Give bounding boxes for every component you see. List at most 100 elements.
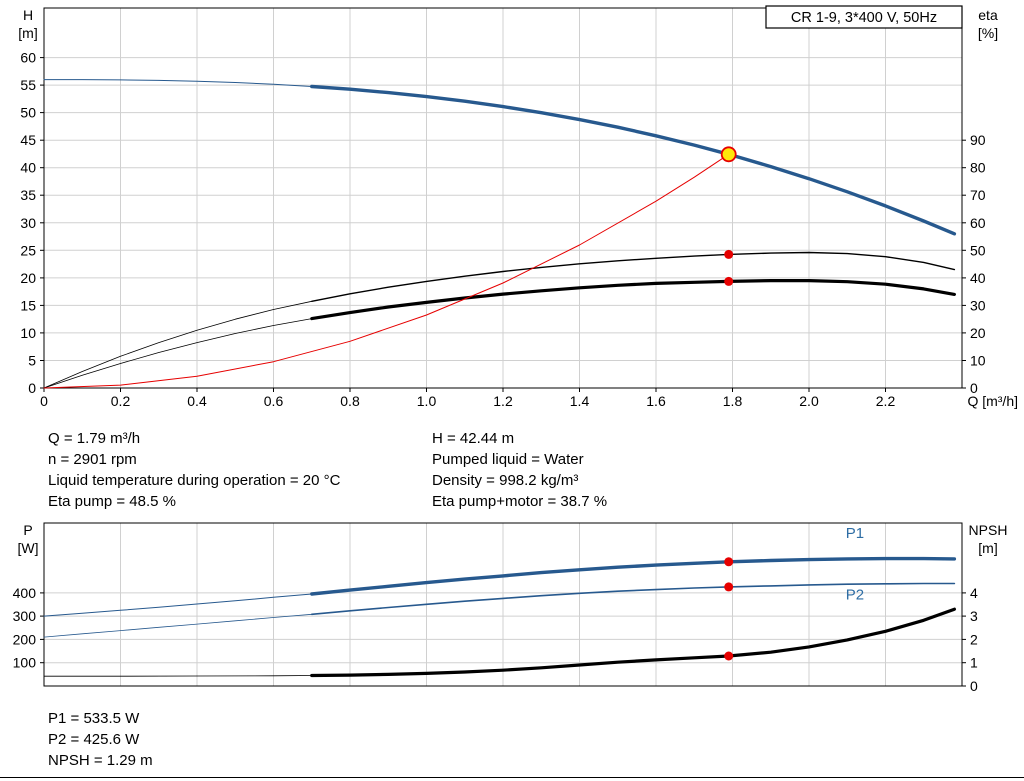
left-axis-tick-label: 35: [20, 187, 36, 203]
npsh-curve: [43, 675, 313, 677]
right-axis-tick-label: 3: [970, 608, 978, 624]
left-axis-tick-label: 100: [13, 655, 37, 671]
npsh-text: NPSH = 1.29 m: [48, 752, 153, 769]
left-axis-unit: [W]: [18, 540, 39, 556]
right-axis-tick-label: 2: [970, 631, 978, 647]
eta-pump-motor-text: Eta pump+motor = 38.7 %: [432, 493, 608, 510]
x-axis-tick-label: 0.6: [264, 393, 284, 409]
right-axis-tick-label: 0: [970, 678, 978, 694]
eta-pump-motor-curve: [43, 318, 313, 389]
chart-title-box: [765, 5, 963, 29]
x-axis-title: Q [m³/h]: [967, 393, 1018, 409]
qh-eta-chart-axis-labels: 0 5 10 15 20 25 30 35 40 45 50 55 60 0 10 20 30 40 50 60 70 8…: [20, 50, 1018, 409]
x-axis-tick-label: 0.4: [187, 393, 207, 409]
npsh-marker: [724, 651, 734, 661]
right-axis-tick-label: 50: [970, 242, 986, 258]
liquid-temp-text: Liquid temperature during operation = 20…: [48, 472, 341, 489]
right-axis-tick-label: 1: [970, 655, 978, 671]
speed-text: n = 2901 rpm: [48, 451, 137, 468]
right-axis-tick-label: 80: [970, 160, 986, 176]
chart-title: CR 1-9, 3*400 V, 50Hz: [791, 10, 937, 26]
power-npsh-chart-frame: [43, 522, 963, 687]
right-axis-tick-label: 40: [970, 270, 986, 286]
left-axis-title: H: [23, 7, 33, 23]
right-axis-title: NPSH: [969, 522, 1008, 538]
x-axis-tick-label: 0.8: [340, 393, 360, 409]
right-axis-tick-label: 4: [970, 585, 978, 601]
left-axis-tick-label: 55: [20, 77, 36, 93]
left-axis-tick-label: 0: [28, 380, 36, 396]
eta-pump-marker: [724, 249, 734, 259]
duty-flow-text: Q = 1.79 m³/h: [48, 430, 141, 447]
left-axis-tick-label: 300: [13, 608, 37, 624]
right-axis-tick-label: 0: [970, 380, 978, 396]
right-axis-tick-label: 70: [970, 187, 986, 203]
x-axis-tick-label: 2.2: [876, 393, 896, 409]
left-axis-tick-label: 45: [20, 132, 36, 148]
p2-curve: [43, 613, 313, 638]
eta-pump-motor-curve: [310, 279, 957, 321]
density-text: Density = 998.2 kg/m³: [432, 472, 579, 489]
power-npsh-chart-tick-marks: [40, 592, 966, 687]
p1-curve: [43, 593, 313, 617]
p2-curve: [310, 582, 956, 616]
x-axis-tick-label: 0.2: [111, 393, 131, 409]
p2-label: P2: [846, 586, 864, 603]
npsh-curve: [310, 607, 957, 678]
left-axis-title: P: [23, 522, 32, 538]
power-npsh-chart-grid: [44, 523, 962, 686]
x-axis-tick-label: 1.2: [493, 393, 513, 409]
right-axis-title: eta: [978, 7, 998, 23]
qh-eta-chart-tick-marks: [40, 57, 966, 392]
x-axis-tick-label: 2.0: [799, 393, 819, 409]
eta-pump-motor-marker: [724, 276, 734, 286]
p2-marker: [724, 582, 734, 592]
left-axis-tick-label: 200: [13, 631, 37, 647]
left-axis-tick-label: 40: [20, 160, 36, 176]
x-axis-tick-label: 0: [40, 393, 48, 409]
left-axis-tick-label: 5: [28, 353, 36, 369]
p1-text: P1 = 533.5 W: [48, 710, 140, 727]
left-axis-tick-label: 25: [20, 242, 36, 258]
head-curve: [43, 79, 313, 87]
p2-text: P2 = 425.6 W: [48, 731, 140, 748]
right-axis-unit: [%]: [978, 25, 998, 41]
duty-data-panel-right: H = 42.44 m Pumped liquid = Water Densit…: [432, 428, 607, 512]
right-axis-tick-label: 20: [970, 325, 986, 341]
x-axis-tick-label: 1.0: [417, 393, 437, 409]
left-axis-tick-label: 15: [20, 297, 36, 313]
left-axis-tick-label: 60: [20, 50, 36, 66]
qh-eta-chart-grid: [44, 8, 962, 388]
system-curve: [43, 153, 730, 389]
head-curve: [310, 84, 957, 236]
left-axis-tick-label: 400: [13, 585, 37, 601]
duty-head-text: H = 42.44 m: [432, 430, 515, 447]
x-axis-tick-label: 1.8: [723, 393, 743, 409]
x-axis-tick-label: 1.6: [646, 393, 666, 409]
right-axis-unit: [m]: [978, 540, 997, 556]
pumped-liquid-text: Pumped liquid = Water: [432, 451, 584, 468]
qh-eta-chart: 0 5 10 15 20 25 30 35 40 45 50 55 60 0 10 20 30 40 50 60 70 8…: [18, 5, 1018, 409]
right-axis-tick-label: 90: [970, 132, 986, 148]
right-axis-tick-label: 60: [970, 215, 986, 231]
power-npsh-chart-axis-labels: 100 200 300 400 0 1 2 3 4: [13, 585, 978, 694]
right-axis-tick-label: 30: [970, 297, 986, 313]
p1-marker: [724, 557, 734, 567]
left-axis-tick-label: 50: [20, 105, 36, 121]
left-axis-tick-label: 30: [20, 215, 36, 231]
eta-pump-text: Eta pump = 48.5 %: [48, 493, 176, 510]
p1-label: P1: [846, 525, 864, 542]
power-npsh-chart: 100 200 300 400 0 1 2 3 4 P [W] NPSH [m] P1 P2: [13, 522, 1008, 694]
eta-pump-curve: [43, 300, 313, 389]
duty-point[interactable]: [720, 146, 737, 163]
duty-data-panel-left: Q = 1.79 m³/h n = 2901 rpm Liquid temper…: [48, 428, 340, 512]
power-data-panel: P1 = 533.5 W P2 = 425.6 W NPSH = 1.29 m: [48, 708, 153, 771]
p1-curve: [310, 556, 957, 596]
left-axis-tick-label: 10: [20, 325, 36, 341]
right-axis-tick-label: 10: [970, 353, 986, 369]
eta-pump-curve: [311, 251, 956, 302]
x-axis-tick-label: 1.4: [570, 393, 590, 409]
left-axis-tick-label: 20: [20, 270, 36, 286]
footer-divider: [0, 777, 1024, 778]
